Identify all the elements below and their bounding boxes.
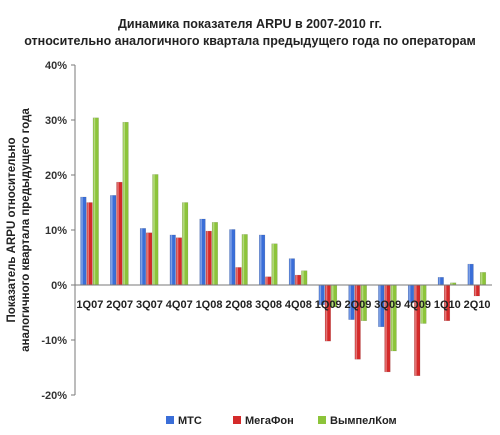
bar-highlight — [468, 264, 471, 285]
bar-highlight — [272, 243, 274, 285]
y-tick-label: 20% — [45, 170, 67, 182]
bar-highlight — [421, 285, 423, 324]
bar-highlight — [170, 234, 173, 285]
bar-highlight — [415, 285, 417, 376]
bar-highlight — [289, 258, 292, 285]
x-category-label: 1Q09 — [315, 299, 342, 311]
bar-highlight — [206, 231, 209, 285]
legend-swatch — [166, 416, 174, 424]
y-tick-label: 0% — [51, 280, 67, 292]
x-category-label: 3Q08 — [255, 299, 282, 311]
x-category-label: 3Q07 — [136, 299, 163, 311]
legend-swatch — [318, 416, 326, 424]
bar-highlight — [391, 285, 394, 351]
bar-highlight — [110, 195, 113, 285]
legend-label: МТС — [178, 415, 202, 427]
bar-highlight — [230, 229, 232, 285]
bar-highlight — [146, 232, 149, 285]
chart-title-line-1: Динамика показателя ARPU в 2007-2010 гг. — [118, 17, 382, 31]
bar-highlight — [182, 202, 185, 285]
y-tick-label: 40% — [45, 60, 67, 72]
bar-highlight — [117, 182, 119, 285]
bar-highlight — [123, 122, 125, 285]
x-axis-labels: 1Q07 2Q07 3Q07 4Q07 1Q08 2Q08 3Q08 4Q08 1Q09 2Q09… — [76, 299, 490, 311]
bar-highlight — [385, 285, 387, 372]
bar-highlight — [408, 285, 411, 303]
y-axis-title-line-2: аналогичного квартала предыдущего года — [20, 108, 32, 352]
bar-highlight — [93, 117, 96, 285]
bar-highlight — [331, 285, 334, 307]
bar-highlight — [302, 270, 304, 285]
legend: МТС МегаФон ВымпелКом — [166, 415, 397, 427]
bar-highlight — [140, 228, 143, 285]
bar-highlight — [87, 202, 89, 285]
y-tick-label: -10% — [41, 335, 67, 347]
x-category-label: 2Q08 — [225, 299, 252, 311]
bar-highlight — [319, 285, 322, 305]
x-category-label: 1Q07 — [76, 299, 103, 311]
bar-highlight — [242, 234, 245, 285]
bar-highlight — [451, 282, 453, 285]
y-tick-label: -20% — [41, 390, 67, 402]
bar-highlight — [361, 285, 364, 321]
y-tick-label: 10% — [45, 225, 67, 237]
bar-highlight — [474, 285, 477, 296]
bar-highlight — [480, 272, 483, 285]
y-axis-title-line-1: Показатель ARPU относительно — [6, 138, 18, 323]
y-tick-label: 30% — [45, 115, 67, 127]
bar-highlight — [438, 277, 441, 285]
bar-highlight — [81, 197, 83, 285]
bar-highlight — [325, 285, 328, 342]
x-category-label: 4Q09 — [404, 299, 431, 311]
bar-highlight — [379, 285, 381, 327]
bar-highlight — [295, 275, 298, 285]
x-category-label: 1Q08 — [196, 299, 223, 311]
bar-highlight — [266, 276, 268, 285]
bars — [80, 117, 487, 376]
bar-highlight — [444, 285, 447, 321]
chart-title: Динамика показателя ARPU в 2007-2010 гг.… — [0, 16, 500, 50]
y-axis-ticks: -20% -10% 0% 10% 20% 30% 40% — [41, 60, 75, 402]
x-category-label: 4Q08 — [285, 299, 312, 311]
legend-label: ВымпелКом — [330, 415, 397, 427]
bar-highlight — [153, 174, 155, 285]
x-category-label: 2Q09 — [345, 299, 372, 311]
chart-title-line-2: относительно аналогичного квартала преды… — [24, 34, 476, 48]
legend-label: МегаФон — [245, 415, 294, 427]
x-category-label: 2Q10 — [464, 299, 491, 311]
bar-highlight — [355, 285, 358, 360]
legend-swatch — [233, 416, 241, 424]
x-category-label: 1Q10 — [434, 299, 461, 311]
bar-highlight — [259, 234, 262, 285]
y-axis-title: Показатель ARPU относительно аналогичног… — [6, 108, 32, 352]
bar-highlight — [176, 237, 179, 285]
bar-highlight — [200, 219, 202, 285]
x-category-label: 3Q09 — [374, 299, 401, 311]
bar-highlight — [349, 285, 351, 320]
bar-highlight — [212, 222, 215, 285]
x-category-label: 2Q07 — [106, 299, 133, 311]
bar-highlight — [236, 267, 238, 285]
x-category-label: 4Q07 — [166, 299, 193, 311]
